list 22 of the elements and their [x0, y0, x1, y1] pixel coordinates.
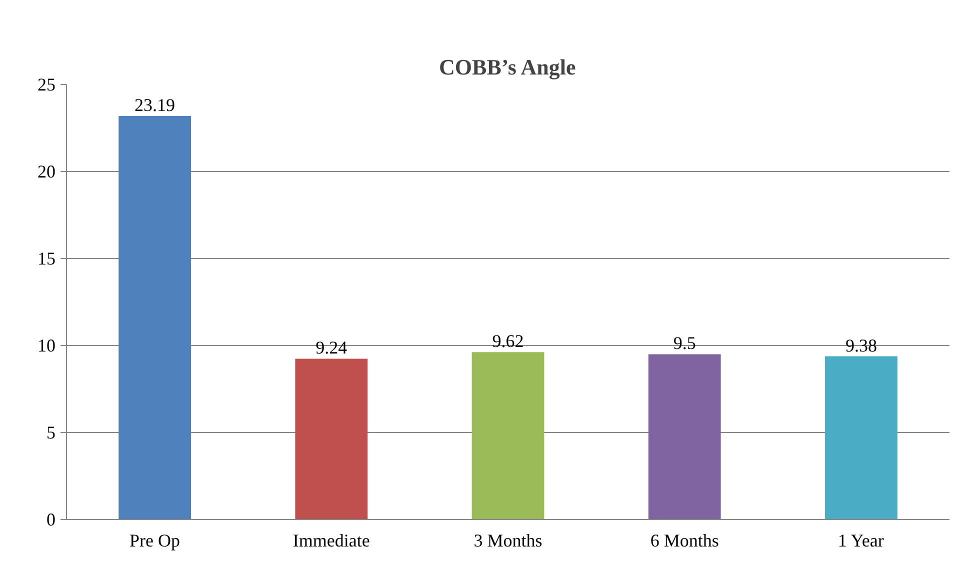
bar [295, 358, 368, 520]
chart-title: COBB’s Angle [439, 54, 576, 80]
y-tick-label: 20 [38, 162, 56, 182]
bar [648, 354, 721, 520]
bar [824, 356, 898, 520]
x-tick-label: 6 Months [650, 530, 719, 550]
x-tick-label: 3 Months [474, 530, 542, 550]
bar [472, 352, 544, 520]
y-tick-label: 5 [46, 422, 56, 442]
x-tick-label: Immediate [292, 530, 370, 550]
data-label: 9.24 [316, 338, 348, 358]
data-label: 9.38 [845, 335, 877, 356]
x-tick-label: Pre Op [130, 530, 180, 550]
data-label: 9.5 [673, 333, 696, 354]
bar [118, 116, 192, 520]
data-label: 23.19 [134, 94, 176, 115]
y-tick-label: 15 [38, 248, 56, 268]
y-tick-label: 10 [38, 336, 56, 356]
y-tick-label: 25 [38, 74, 56, 94]
x-tick-label: 1 Year [838, 530, 884, 550]
y-tick-label: 0 [46, 510, 56, 530]
data-label: 9.62 [492, 331, 524, 352]
